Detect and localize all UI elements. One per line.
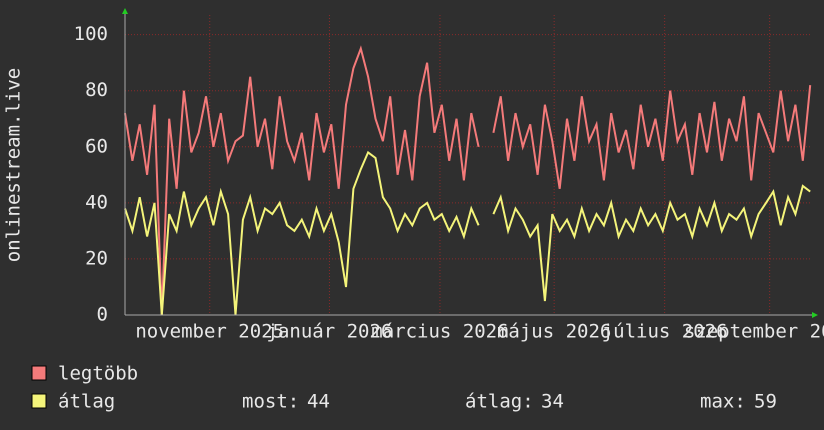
y-tick-label: 60: [85, 135, 108, 157]
legend-label: legtöbb: [58, 363, 138, 385]
stat-label: max:: [700, 391, 746, 413]
axis-arrow: [122, 8, 128, 14]
stat-value: 44: [307, 391, 330, 413]
x-tick-label: január 2026: [267, 321, 393, 343]
stat-value: 59: [754, 391, 777, 413]
y-tick-label: 20: [85, 247, 108, 269]
legend-label: átlag: [58, 391, 115, 413]
series-line: [124, 150, 811, 316]
x-tick-label: szeptember 2026: [684, 321, 824, 343]
y-tick-label: 100: [74, 23, 108, 45]
stat-value: 34: [541, 391, 564, 413]
x-tick-label: július 2026: [602, 321, 728, 343]
x-tick-label: november 2025: [135, 321, 284, 343]
series-line: [124, 45, 812, 316]
legend: legtöbb átlag most: 44 átlag: 34 max: 59: [31, 363, 777, 413]
y-axis-label: onlinestream.live: [3, 68, 25, 262]
y-tick-label: 0: [97, 304, 108, 326]
stat-label: most:: [242, 391, 299, 413]
x-tick-label: május 2026: [497, 321, 611, 343]
y-tick-label: 40: [85, 191, 108, 213]
legend-swatch: [31, 393, 47, 409]
x-tick-label: március 2026: [371, 321, 508, 343]
legend-swatch: [31, 365, 47, 381]
stat-label: átlag:: [465, 391, 534, 413]
axis-arrow: [812, 312, 818, 318]
y-tick-label: 80: [85, 79, 108, 101]
plot: [124, 45, 812, 316]
